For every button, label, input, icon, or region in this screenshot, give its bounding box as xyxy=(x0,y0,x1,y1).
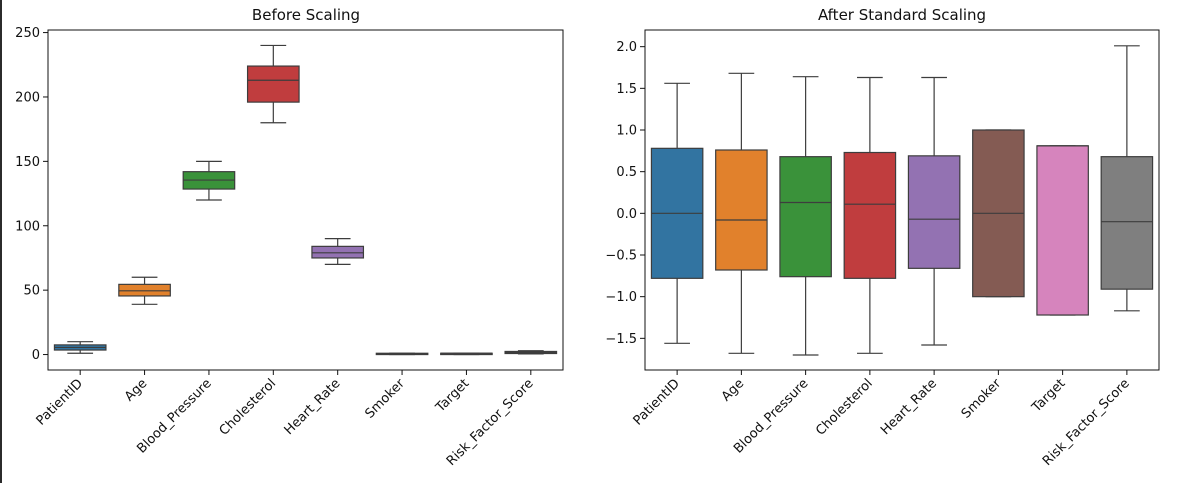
x-tick-label: PatientID xyxy=(631,376,683,428)
y-tick-label: 150 xyxy=(15,155,40,170)
y-tick-label: 100 xyxy=(15,219,40,234)
x-tick-label: Target xyxy=(1029,376,1069,416)
y-tick-label: −1.0 xyxy=(605,290,637,305)
y-tick-label: 1.0 xyxy=(616,124,637,139)
box-risk-factor-score xyxy=(1100,45,1154,312)
box-body xyxy=(1100,156,1154,290)
box-heart-rate xyxy=(311,238,365,265)
box-blood-pressure xyxy=(779,76,832,356)
x-tick-label: Age xyxy=(122,376,150,404)
box-blood-pressure xyxy=(182,160,236,201)
x-tick-label: PatientID xyxy=(34,376,86,428)
window-left-edge xyxy=(0,0,2,483)
y-tick-label: 0.0 xyxy=(616,207,637,222)
chart-title: Before Scaling xyxy=(252,6,360,24)
box-body xyxy=(779,156,832,278)
plot-frame xyxy=(644,29,1160,371)
x-tick-label: Smoker xyxy=(362,376,408,422)
box-heart-rate xyxy=(907,76,961,346)
x-tick-label: Heart_Rate xyxy=(878,376,940,438)
box-body xyxy=(907,155,961,269)
x-tick-label: Heart_Rate xyxy=(282,376,344,438)
y-tick-label: 200 xyxy=(15,90,40,105)
y-tick-label: −1.5 xyxy=(605,332,637,347)
y-tick-label: 1.5 xyxy=(616,82,637,97)
x-tick-label: Cholesterol xyxy=(217,376,279,438)
y-tick-label: 0.5 xyxy=(616,165,637,180)
box-body xyxy=(843,151,897,279)
chart-title: After Standard Scaling xyxy=(818,6,986,24)
box-cholesterol xyxy=(246,44,300,124)
box-target xyxy=(440,352,493,356)
box-target xyxy=(1036,145,1089,316)
box-smoker xyxy=(375,352,429,356)
box-body xyxy=(715,149,768,271)
box-body xyxy=(1036,145,1089,316)
box-patientid xyxy=(53,341,107,354)
x-tick-label: Cholesterol xyxy=(813,376,875,438)
box-age xyxy=(118,276,171,305)
box-body xyxy=(246,65,300,103)
y-tick-label: 0 xyxy=(32,348,40,363)
x-tick-label: Smoker xyxy=(959,376,1005,422)
box-cholesterol xyxy=(843,76,897,354)
chart-panel-2: After Standard Scaling −1.5 −1.0 −0.5 0.0 0.5… xyxy=(605,6,1160,469)
box-smoker xyxy=(972,129,1025,298)
box-age xyxy=(715,72,768,354)
chart-panel-1: Before Scaling 0 50 100 150 200 250 PatientID Ag… xyxy=(15,6,564,469)
plot-frame xyxy=(47,29,564,371)
box-patientid xyxy=(650,82,704,344)
box-risk-factor-score xyxy=(504,350,558,355)
y-tick-label: 2.0 xyxy=(616,40,637,55)
box-body xyxy=(311,245,365,259)
y-tick-label: 250 xyxy=(15,26,40,41)
y-tick-label: −0.5 xyxy=(605,249,637,264)
x-tick-label: Target xyxy=(433,376,473,416)
box-body xyxy=(118,283,171,297)
x-tick-label: Age xyxy=(719,376,747,404)
y-tick-label: 50 xyxy=(23,284,40,299)
